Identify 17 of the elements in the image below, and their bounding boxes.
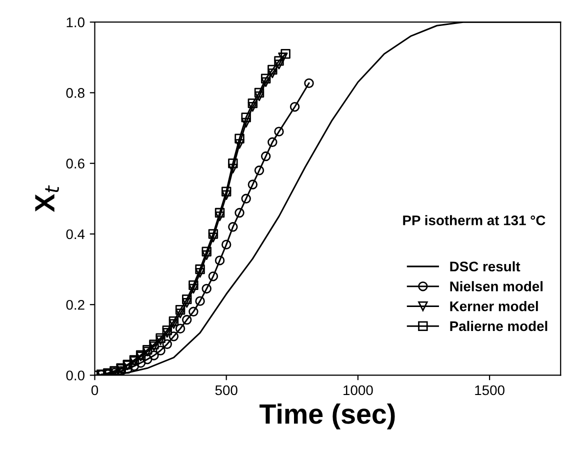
x-tick-label: 500: [215, 385, 238, 396]
legend-label: Nielsen model: [450, 281, 542, 292]
y-tick-label: 1.0: [66, 17, 84, 28]
legend-label: Palierne model: [450, 320, 548, 332]
y-tick-label: 0.6: [66, 158, 84, 169]
y-axis-title: X$_{t}$: [35, 185, 59, 212]
y-tick-label: 0.2: [66, 300, 84, 310]
x-tick-label: 0: [91, 385, 98, 396]
x-axis-title: Time (sec): [260, 403, 395, 430]
legend-label: Kerner model: [450, 301, 538, 312]
legend-label: DSC result: [450, 261, 520, 272]
y-tick-label: 0.0: [66, 370, 84, 380]
y-tick-label: 0.4: [66, 229, 85, 240]
y-tick-label: 0.8: [66, 88, 84, 98]
x-tick-label: 1500: [475, 385, 504, 396]
annotation: PP isotherm at 131 °C: [403, 215, 546, 226]
x-tick-label: 1000: [344, 385, 373, 396]
